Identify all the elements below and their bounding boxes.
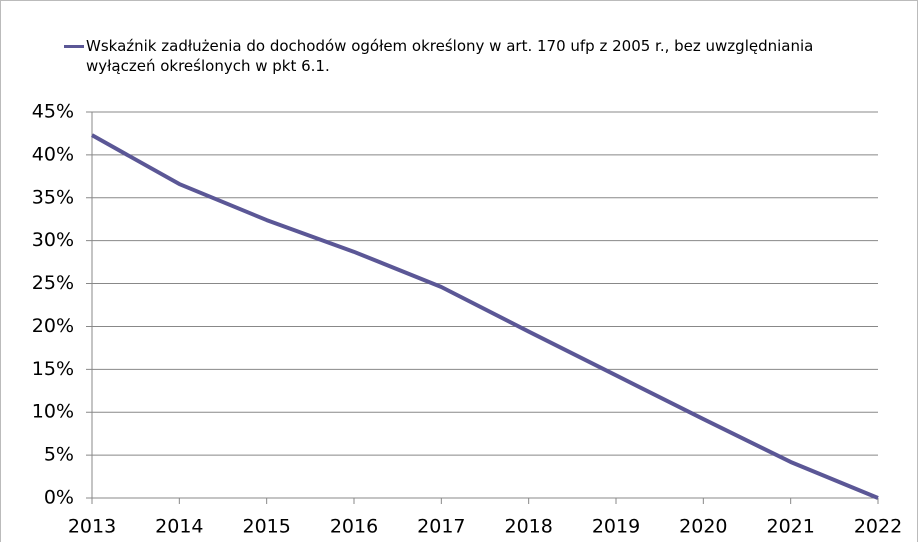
y-tick-label: 30% [32, 229, 74, 251]
y-tick-label: 0% [44, 487, 74, 509]
y-tick-label: 40% [32, 143, 74, 165]
x-tick-label: 2018 [504, 516, 552, 538]
x-tick-label: 2015 [242, 516, 290, 538]
series-line [91, 133, 879, 500]
legend-label: Wskaźnik zadłużenia do dochodów ogółem o… [86, 37, 814, 75]
x-tick-label: 2020 [679, 516, 727, 538]
x-tick-label: 2016 [330, 516, 378, 538]
y-tick-label: 35% [32, 186, 74, 208]
y-tick-label: 20% [32, 315, 74, 337]
legend-swatch [64, 45, 84, 48]
y-tick-label: 25% [32, 272, 74, 294]
legend: Wskaźnik zadłużenia do dochodów ogółem o… [64, 36, 844, 76]
x-tick-label: 2014 [155, 516, 203, 538]
x-tick-label: 2022 [854, 516, 902, 538]
x-tick-label: 2019 [592, 516, 640, 538]
y-tick-label: 45% [32, 101, 74, 123]
y-tick-label: 5% [44, 444, 74, 466]
x-tick-label: 2013 [68, 516, 116, 538]
x-tick-label: 2017 [417, 516, 465, 538]
y-tick-label: 15% [32, 358, 74, 380]
y-tick-label: 10% [32, 401, 74, 423]
x-tick-label: 2021 [766, 516, 814, 538]
